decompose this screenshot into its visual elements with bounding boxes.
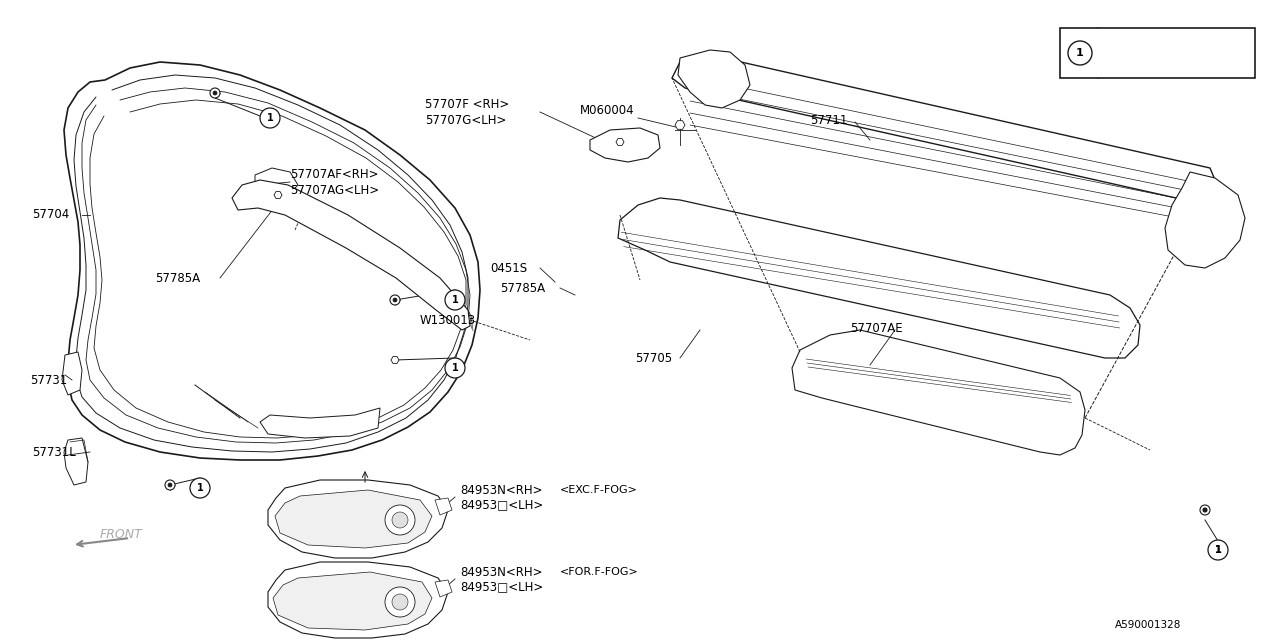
Circle shape [1210,541,1228,559]
Polygon shape [64,438,88,485]
Polygon shape [260,408,380,438]
Text: 1: 1 [1076,48,1084,58]
Text: 0451S: 0451S [490,262,527,275]
Polygon shape [275,490,433,548]
Text: 57785A: 57785A [500,282,545,294]
Polygon shape [675,121,685,129]
Text: 57785A: 57785A [155,271,200,285]
Text: 1: 1 [1215,545,1221,555]
Text: 84953□<LH>: 84953□<LH> [460,580,543,593]
Polygon shape [678,50,750,108]
Polygon shape [618,198,1140,358]
Circle shape [385,587,415,617]
Circle shape [445,358,465,378]
Text: 1: 1 [452,295,458,305]
Text: 57731: 57731 [29,374,68,387]
Text: 57707AG<LH>: 57707AG<LH> [291,184,379,196]
Circle shape [212,91,218,95]
Text: 57704: 57704 [32,209,69,221]
Text: 57707G<LH>: 57707G<LH> [425,113,507,127]
Text: 84953N<RH>: 84953N<RH> [460,566,543,579]
Circle shape [210,88,220,98]
Text: W130013: W130013 [420,314,476,326]
Text: 1: 1 [266,113,274,123]
Polygon shape [268,480,448,558]
Polygon shape [435,580,452,597]
FancyBboxPatch shape [1060,28,1254,78]
Circle shape [1208,540,1228,560]
Text: W140007: W140007 [1103,46,1170,60]
Circle shape [260,108,280,128]
Text: 1: 1 [197,483,204,493]
Polygon shape [268,562,448,638]
Text: 57707F <RH>: 57707F <RH> [425,99,509,111]
Circle shape [1068,41,1092,65]
Text: <EXC.F-FOG>: <EXC.F-FOG> [561,485,637,495]
Polygon shape [390,356,399,364]
Polygon shape [61,352,82,395]
Text: 57731L: 57731L [32,445,76,458]
Polygon shape [273,572,433,630]
Text: 57707AE: 57707AE [850,321,902,335]
Polygon shape [435,498,452,515]
Polygon shape [232,180,470,330]
Polygon shape [1165,172,1245,268]
Text: 1: 1 [1215,545,1221,555]
Circle shape [390,295,399,305]
Circle shape [165,480,175,490]
Text: 84953□<LH>: 84953□<LH> [460,499,543,511]
Circle shape [393,298,397,302]
Polygon shape [255,168,298,195]
Text: M060004: M060004 [580,104,635,116]
Circle shape [392,512,408,528]
Circle shape [1203,508,1207,512]
Circle shape [392,594,408,610]
Text: <FOR.F-FOG>: <FOR.F-FOG> [561,567,639,577]
Polygon shape [792,330,1085,455]
Circle shape [1201,505,1210,515]
Polygon shape [590,128,660,162]
Text: 57711: 57711 [810,113,847,127]
Text: 57707AF<RH>: 57707AF<RH> [291,168,379,182]
Circle shape [168,483,172,487]
Polygon shape [672,55,1220,205]
Text: 57705: 57705 [635,351,672,365]
Polygon shape [274,191,282,198]
Circle shape [385,505,415,535]
Circle shape [445,290,465,310]
Text: A590001328: A590001328 [1115,620,1181,630]
Text: 1: 1 [452,363,458,373]
Circle shape [189,478,210,498]
Polygon shape [616,138,625,145]
Polygon shape [64,62,480,460]
Text: 84953N<RH>: 84953N<RH> [460,483,543,497]
Text: FRONT: FRONT [100,529,143,541]
